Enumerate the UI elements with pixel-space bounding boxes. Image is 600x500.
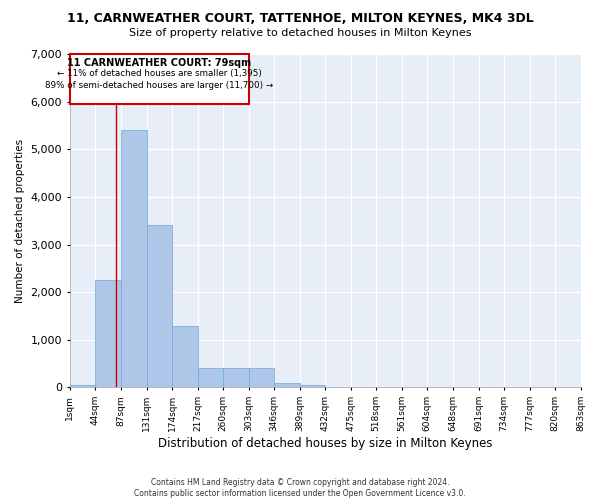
Bar (172, 326, 198, 388)
Text: 89% of semi-detached houses are larger (11,700) →: 89% of semi-detached houses are larger (… (45, 80, 274, 90)
Text: 11, CARNWEATHER COURT, TATTENHOE, MILTON KEYNES, MK4 3DL: 11, CARNWEATHER COURT, TATTENHOE, MILTON… (67, 12, 533, 26)
Bar (249, 368, 274, 388)
Bar (198, 368, 223, 388)
FancyBboxPatch shape (70, 54, 249, 104)
Text: Contains HM Land Registry data © Crown copyright and database right 2024.
Contai: Contains HM Land Registry data © Crown c… (134, 478, 466, 498)
Text: Size of property relative to detached houses in Milton Keynes: Size of property relative to detached ho… (129, 28, 471, 38)
Bar (121, 130, 147, 388)
Bar (299, 385, 325, 388)
Bar (70, 385, 95, 388)
Bar (274, 382, 299, 388)
Y-axis label: Number of detached properties: Number of detached properties (15, 138, 25, 303)
Bar (223, 368, 249, 388)
X-axis label: Distribution of detached houses by size in Milton Keynes: Distribution of detached houses by size … (158, 437, 493, 450)
Bar (95, 280, 121, 388)
Text: 11 CARNWEATHER COURT: 79sqm: 11 CARNWEATHER COURT: 79sqm (67, 58, 251, 68)
Text: ← 11% of detached houses are smaller (1,395): ← 11% of detached houses are smaller (1,… (57, 69, 262, 78)
Bar (147, 226, 172, 388)
